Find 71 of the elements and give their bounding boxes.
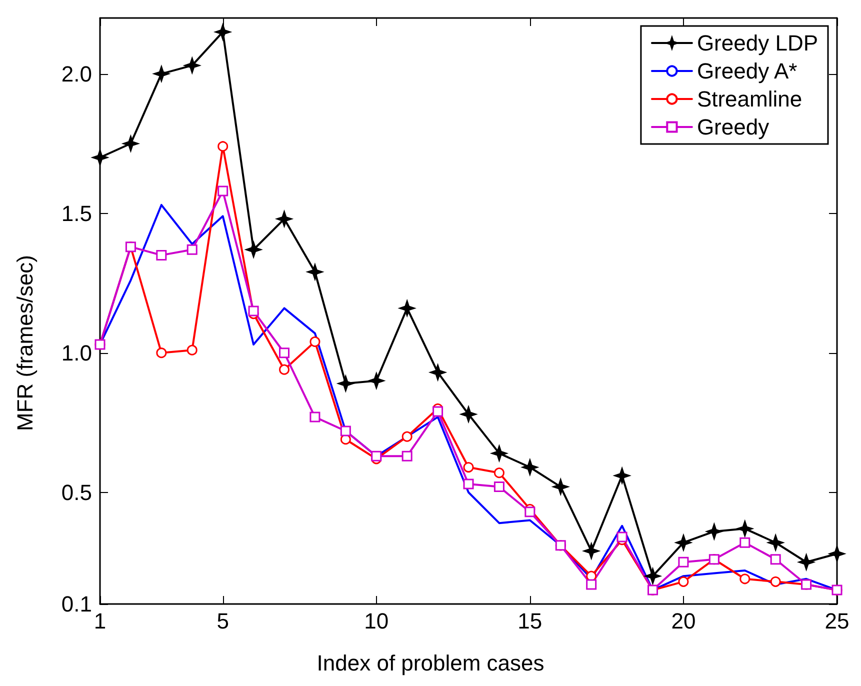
point	[218, 141, 228, 152]
point	[156, 250, 167, 260]
point	[279, 348, 290, 358]
point	[616, 532, 628, 542]
point	[307, 264, 323, 280]
point	[460, 406, 476, 422]
point	[218, 186, 228, 196]
point	[798, 554, 814, 570]
x-tick-label: 25	[824, 608, 850, 634]
point	[368, 373, 384, 389]
point	[494, 482, 504, 492]
point	[154, 66, 170, 82]
point	[678, 576, 689, 587]
point	[279, 364, 290, 375]
point	[430, 364, 446, 380]
point	[432, 406, 444, 417]
point	[463, 462, 474, 473]
point	[340, 426, 351, 436]
point	[246, 242, 262, 258]
y-tick-label: 1.0	[61, 340, 92, 366]
point	[770, 576, 781, 587]
point	[276, 211, 292, 227]
point	[706, 524, 722, 540]
y-tick-label: 0.5	[61, 480, 92, 505]
point	[676, 534, 692, 550]
point	[338, 376, 354, 392]
x-tick-label: 1	[94, 608, 106, 634]
point	[614, 468, 630, 484]
point	[310, 336, 320, 347]
point	[186, 244, 198, 255]
x-tick-label: 20	[671, 608, 696, 634]
point	[122, 136, 138, 152]
point	[522, 460, 538, 476]
y-axis-title: MFR (frames/sec)	[12, 255, 38, 431]
point	[552, 479, 568, 495]
point	[524, 506, 536, 518]
point	[586, 579, 597, 590]
point	[491, 446, 507, 462]
point	[184, 58, 200, 74]
point	[92, 150, 108, 166]
point	[371, 450, 382, 462]
legend-label: Greedy A*	[696, 58, 798, 84]
x-axis-title: Index of problem cases	[316, 650, 544, 676]
point	[829, 546, 845, 562]
y-tick-label: 0.1	[61, 592, 92, 616]
point	[215, 24, 231, 40]
point	[645, 568, 660, 584]
legend-label: Greedy LDP	[696, 30, 818, 56]
point	[186, 344, 198, 356]
point	[768, 534, 784, 550]
point	[678, 556, 689, 568]
x-tick-label: 15	[518, 608, 542, 634]
point	[463, 478, 474, 490]
point	[402, 431, 412, 442]
y-tick-label: 2.0	[61, 61, 92, 86]
point	[156, 348, 167, 358]
point	[248, 306, 259, 316]
point	[740, 574, 750, 584]
legend-label: Streamline	[696, 86, 802, 112]
point	[402, 450, 412, 462]
legend-label: Greedy	[696, 114, 770, 140]
point	[310, 412, 320, 422]
point	[399, 300, 415, 316]
point	[770, 554, 781, 565]
x-tick-label: 5	[216, 608, 229, 634]
point	[494, 468, 504, 478]
point	[740, 537, 750, 548]
point	[737, 520, 753, 536]
y-tick-label: 1.5	[61, 200, 92, 226]
point	[584, 543, 600, 559]
x-tick-label: 10	[364, 608, 389, 634]
